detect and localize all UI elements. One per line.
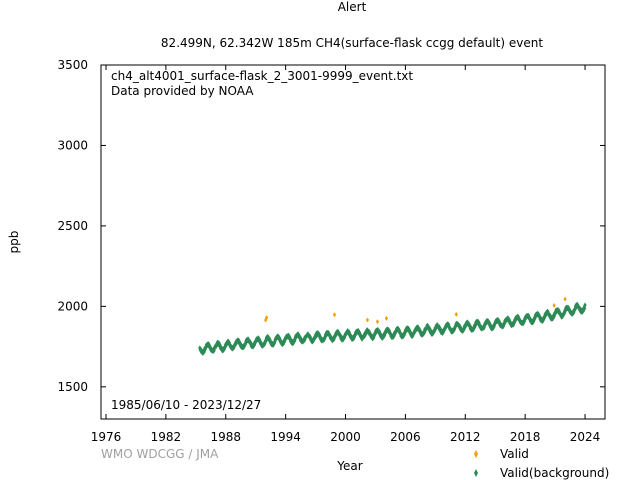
x-axis-label: Year	[336, 459, 362, 473]
data-point-valid	[375, 319, 380, 325]
y-tick-label: 3500	[57, 58, 88, 72]
legend: Valid Valid(background)	[474, 447, 609, 480]
legend-label-valid: Valid	[500, 447, 529, 461]
data-point-background	[281, 341, 286, 347]
x-tick-label: 1976	[91, 430, 122, 444]
legend-marker-valid	[474, 450, 478, 458]
x-tick-label: 2000	[330, 430, 361, 444]
chart-title: Alert	[337, 0, 367, 14]
data-point-valid	[365, 317, 370, 323]
data-point-valid	[454, 311, 458, 317]
annotation-filename: ch4_alt4001_surface-flask_2_3001-9999_ev…	[111, 69, 413, 83]
data-point-background	[339, 334, 343, 340]
y-tick-label: 1500	[57, 380, 88, 394]
data-point-valid	[552, 303, 556, 309]
annotation-period: 1985/06/10 - 2023/12/27	[111, 398, 261, 412]
legend-label-background: Valid(background)	[500, 466, 609, 480]
plot-frame	[100, 64, 606, 420]
y-tick-label: 2500	[57, 219, 88, 233]
chart-subtitle: 82.499N, 62.342W 185m CH4(surface-flask …	[160, 36, 544, 50]
x-tick-label: 1994	[270, 430, 301, 444]
x-tick-label: 2012	[450, 430, 481, 444]
x-tick-label: 1982	[151, 430, 182, 444]
data-point-background	[379, 332, 384, 338]
x-tick-label: 2018	[510, 430, 541, 444]
y-tick-label: 2000	[57, 299, 88, 313]
x-tick-label: 1988	[210, 430, 241, 444]
data-point-background	[503, 320, 507, 326]
data-point-valid	[384, 315, 389, 321]
credit-label: WMO WDCGG / JMA	[101, 447, 219, 461]
data-point-background	[583, 302, 587, 308]
legend-marker-background	[474, 469, 478, 477]
y-axis-label: ppb	[7, 231, 21, 254]
data-point-background	[383, 332, 387, 338]
data-point-background	[434, 325, 438, 331]
data-point-background	[288, 336, 293, 342]
data-point-valid	[265, 315, 269, 321]
axis-ticks: 1976 1982 1988 1994 2000 2006 2012 2018 2024 1500…	[57, 58, 605, 444]
data-point-valid	[332, 312, 337, 318]
data-point-background	[422, 329, 427, 335]
data-marks	[198, 296, 587, 356]
x-tick-label: 2006	[390, 430, 421, 444]
x-tick-label: 2024	[570, 430, 601, 444]
data-point-background	[498, 320, 502, 326]
data-point-valid	[563, 296, 567, 302]
y-tick-label: 3000	[57, 138, 88, 152]
annotation-provider: Data provided by NOAA	[111, 84, 254, 98]
